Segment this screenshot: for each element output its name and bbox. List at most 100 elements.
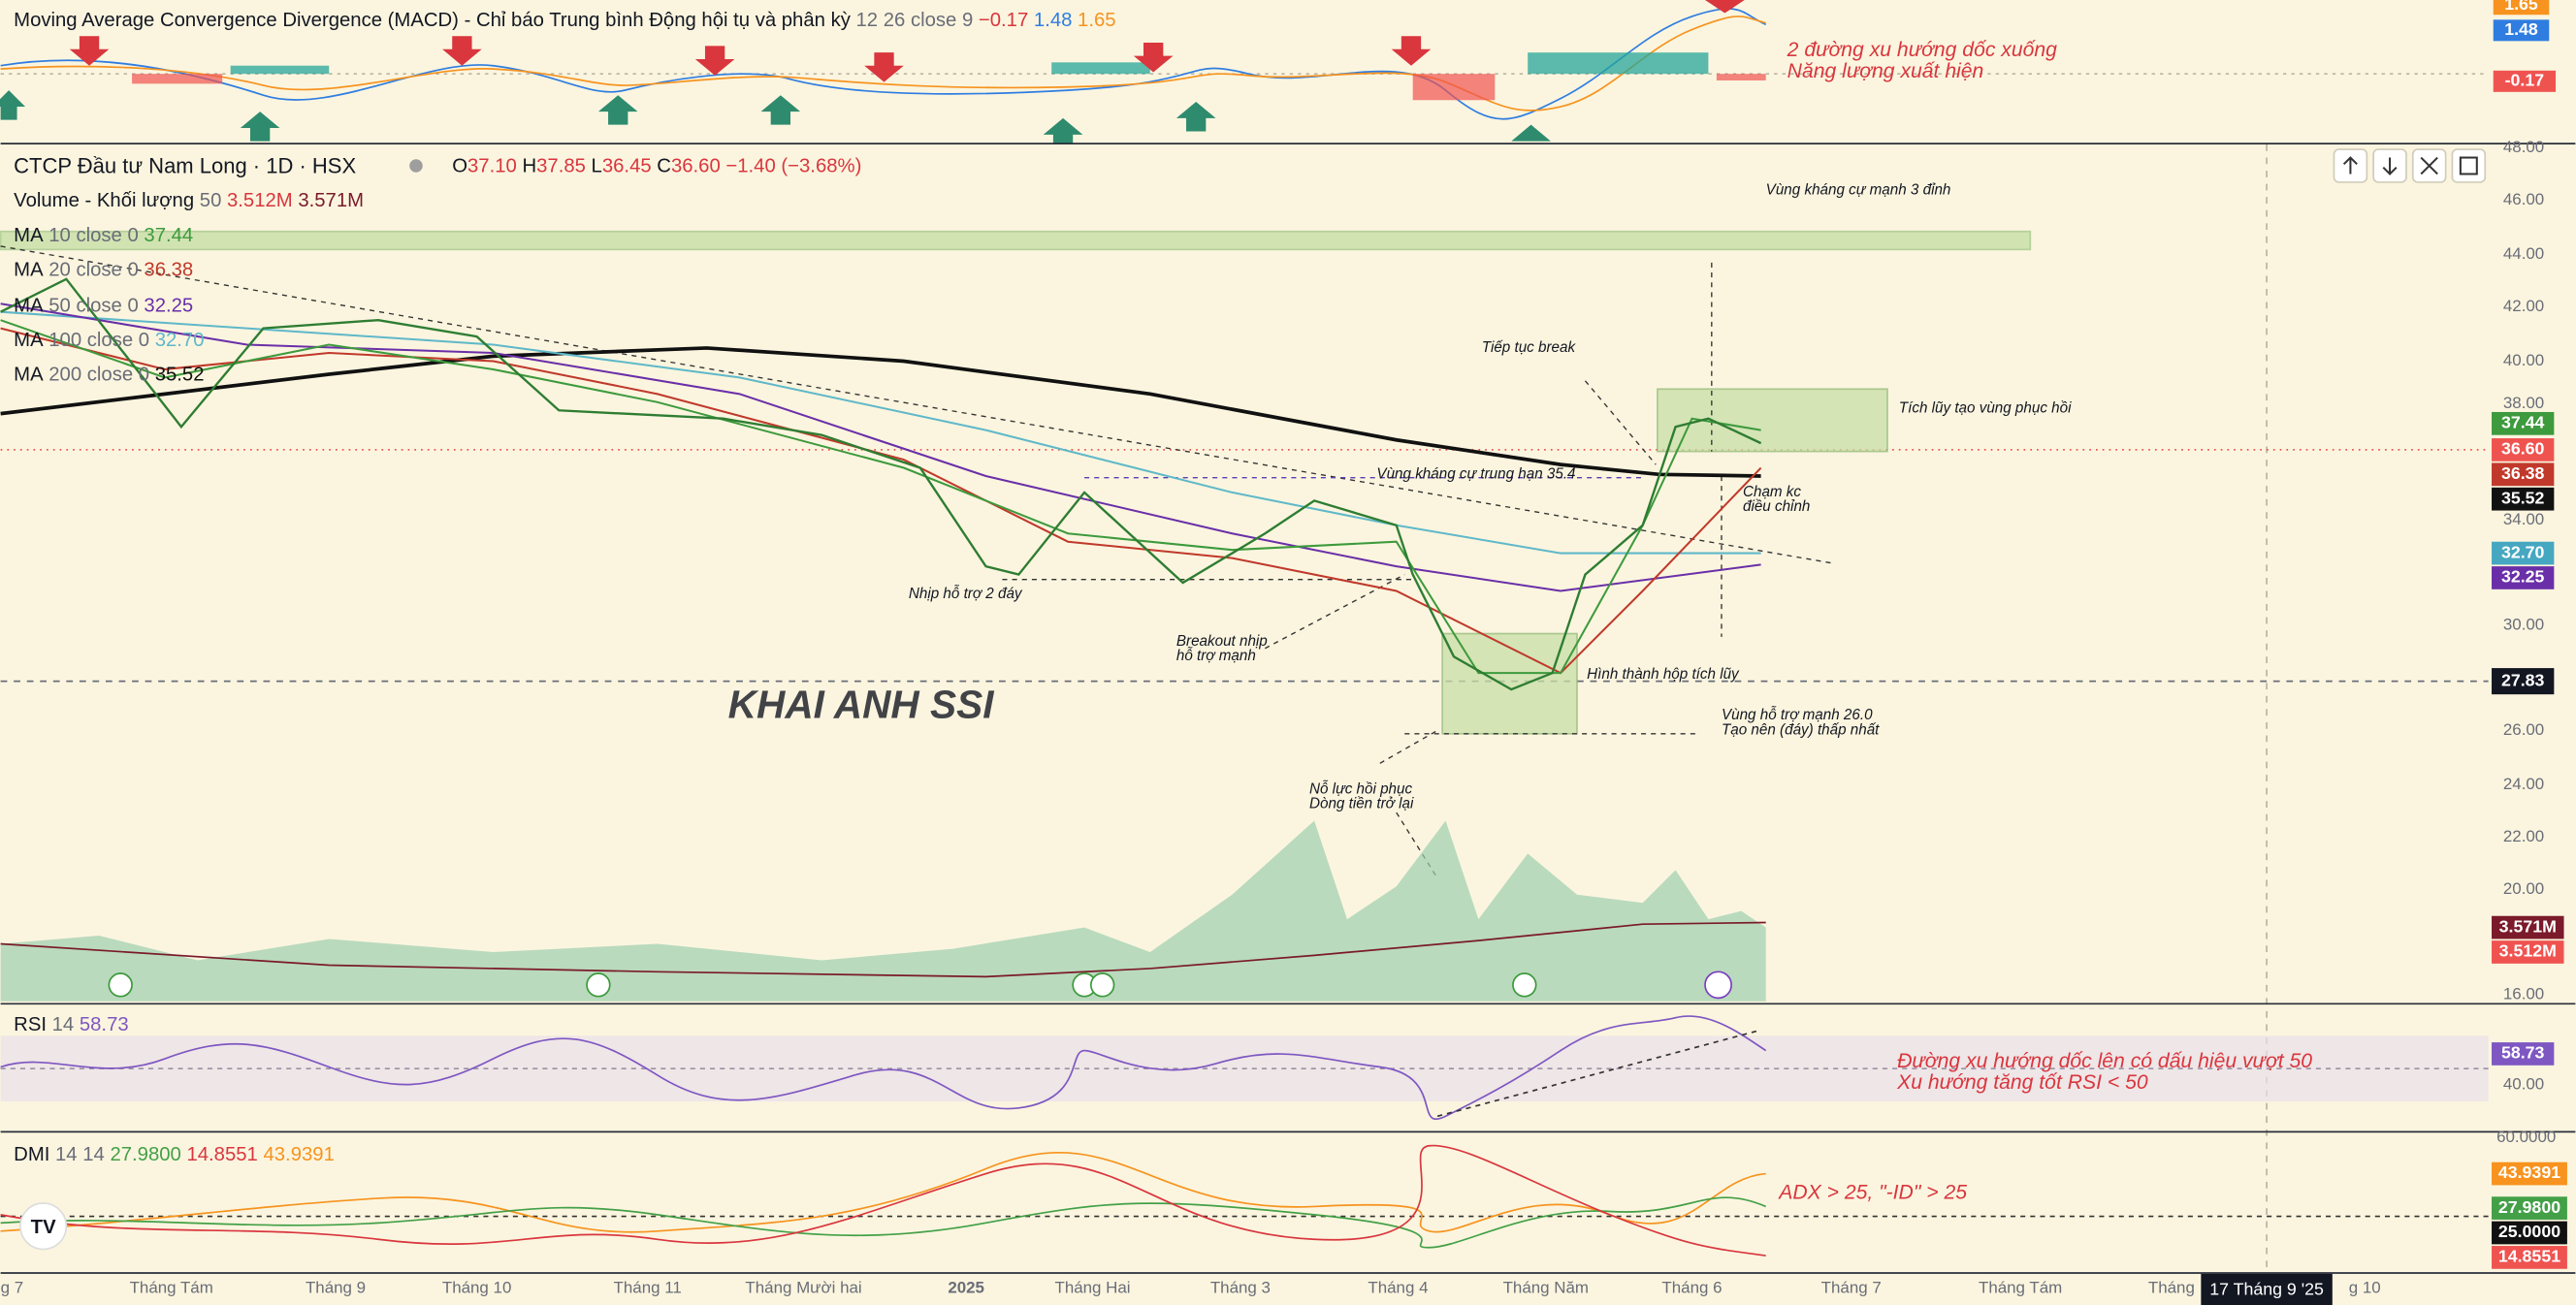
legend-part: 35.52 — [155, 365, 205, 386]
ma100 — [0, 310, 1761, 555]
main-pane: KHAI ANH SSI CTCP Đầu tư Nam Long · 1D ·… — [0, 138, 2564, 1273]
annotation: Dòng tiền trở lại — [1309, 796, 1414, 812]
legend-part: 20 close 0 — [48, 260, 139, 281]
legend-part: 50 — [200, 191, 222, 212]
shape — [1716, 74, 1766, 80]
time-label: g 7 — [1, 1279, 24, 1297]
axis-label: 40.00 — [2503, 1075, 2544, 1094]
time-label: 2025 — [948, 1279, 984, 1297]
shape — [760, 95, 801, 125]
resistance-zone — [0, 230, 2032, 251]
badge-label: 27.83 — [2501, 670, 2545, 689]
time-label: Tháng 9 — [306, 1279, 366, 1297]
legend-part: 200 close 0 — [48, 365, 149, 386]
legend-part: 100 close 0 — [48, 331, 149, 352]
badge-label: 36.60 — [2501, 439, 2545, 459]
legend-part: Volume - Khối lượng — [14, 191, 194, 212]
time-label: Tháng Năm — [1503, 1279, 1589, 1297]
legend-part: MA — [14, 225, 44, 246]
axis-label: 42.00 — [2503, 297, 2544, 315]
logo[interactable] — [19, 1202, 68, 1251]
event-markers — [108, 971, 1732, 1000]
shape — [2420, 156, 2438, 175]
macd-hist-value: −0.17 — [979, 10, 1028, 31]
rsi-pane: RSI 14 58.73 Đường xu hướng dốc lên có d… — [0, 1015, 2555, 1121]
maximize-button[interactable] — [2451, 148, 2487, 183]
legend-part: 50 close 0 — [48, 296, 139, 317]
plus-di-line — [0, 1196, 1767, 1249]
indicator-params: 12 26 close 9 — [856, 10, 974, 31]
time-label: Tháng 7 — [1821, 1279, 1882, 1297]
badge-label: -0.17 — [2505, 70, 2545, 89]
annotation: Vùng kháng cự mạnh 3 đỉnh — [1766, 181, 1951, 198]
legend-part: C — [657, 156, 671, 177]
shape — [1396, 812, 1438, 879]
crosshair-date: 17 Tháng 9 '25 — [2209, 1279, 2324, 1298]
badge — [2492, 1196, 2567, 1220]
accumulation-box — [1657, 388, 1888, 453]
axis-label: 46.00 — [2503, 190, 2544, 208]
legend-part: 36.38 — [144, 260, 193, 281]
shape — [586, 972, 611, 998]
shape — [1051, 62, 1150, 75]
price-badges: 37.44 36.60 36.38 35.52 32.70 32.25 27.8… — [2492, 411, 2564, 964]
dmi-pane: DMI 14 14 27.9800 14.8551 43.9391 ADX > … — [0, 1128, 2567, 1269]
badge-label: 27.9800 — [2498, 1197, 2560, 1217]
annotation: Tiếp tục break — [1482, 339, 1577, 356]
badge-label: 1.48 — [2504, 19, 2538, 39]
axis-label: 30.00 — [2503, 616, 2544, 634]
annotation: Hình thành hộp tích lũy — [1587, 666, 1740, 683]
legend-part: 37.44 — [144, 225, 193, 246]
shape — [0, 245, 1832, 564]
minus-di-line — [0, 1144, 1766, 1257]
shape — [2492, 566, 2555, 589]
histogram — [132, 74, 1766, 101]
annotation: Tạo nên (đáy) thấp nhất — [1722, 721, 1880, 738]
legend-part: DMI — [14, 1144, 49, 1165]
volume-area — [0, 820, 1766, 1002]
badge-label: 37.44 — [2501, 413, 2545, 432]
legend-part: MA — [14, 365, 44, 386]
shape — [132, 74, 223, 84]
indicator-legend: MA 10 close 0 37.44 — [14, 225, 193, 246]
badge-label: 14.8551 — [2498, 1247, 2560, 1266]
shape — [0, 90, 26, 120]
badge-label: 32.25 — [2501, 567, 2545, 587]
annotation: Chạm kc — [1743, 484, 1801, 500]
histogram — [230, 52, 1709, 75]
annotation: Nỗ lực hồi phục — [1309, 780, 1412, 797]
shape — [2382, 157, 2398, 175]
time-label: Tháng 6 — [1661, 1279, 1722, 1297]
badge — [2492, 1221, 2567, 1245]
watermark: KHAI ANH SSI — [728, 682, 995, 726]
rsi-legend: RSI 14 58.73 — [14, 1015, 128, 1036]
signal-value: 1.65 — [1078, 10, 1116, 31]
badge — [2492, 1162, 2567, 1186]
shape — [2492, 668, 2555, 695]
price-axis: 48.00 46.00 44.00 42.00 40.00 38.00 34.0… — [2503, 138, 2544, 1003]
shape — [2492, 541, 2555, 565]
axis-label: 20.00 — [2503, 879, 2544, 898]
time-label: Tháng 3 — [1210, 1279, 1271, 1297]
buy-arrows — [0, 90, 1551, 144]
shape — [1089, 972, 1115, 998]
shape — [1412, 74, 1496, 101]
legend-part: 43.9391 — [263, 1144, 334, 1165]
adx-line — [0, 1152, 1766, 1233]
annotation: Xu hướng tăng tốt RSI < 50 — [1896, 1071, 2148, 1094]
legend-part: L — [592, 156, 602, 177]
legend-part: H — [522, 156, 536, 177]
badge — [2493, 19, 2550, 42]
legend-part: MA — [14, 260, 44, 281]
legend-part: 36.45 — [602, 156, 652, 177]
time-label: Tháng Hai — [1054, 1279, 1130, 1297]
legend-part: 14 — [52, 1015, 75, 1036]
annotation: điều chỉnh — [1743, 498, 1810, 515]
dmi-legend: DMI 14 14 27.9800 14.8551 43.9391 — [14, 1144, 335, 1165]
indicator-legend: MA 100 close 0 32.70 — [14, 331, 204, 352]
axis-label: 44.00 — [2503, 244, 2544, 263]
shape — [2342, 156, 2358, 175]
time-label: Tháng 10 — [442, 1279, 512, 1297]
